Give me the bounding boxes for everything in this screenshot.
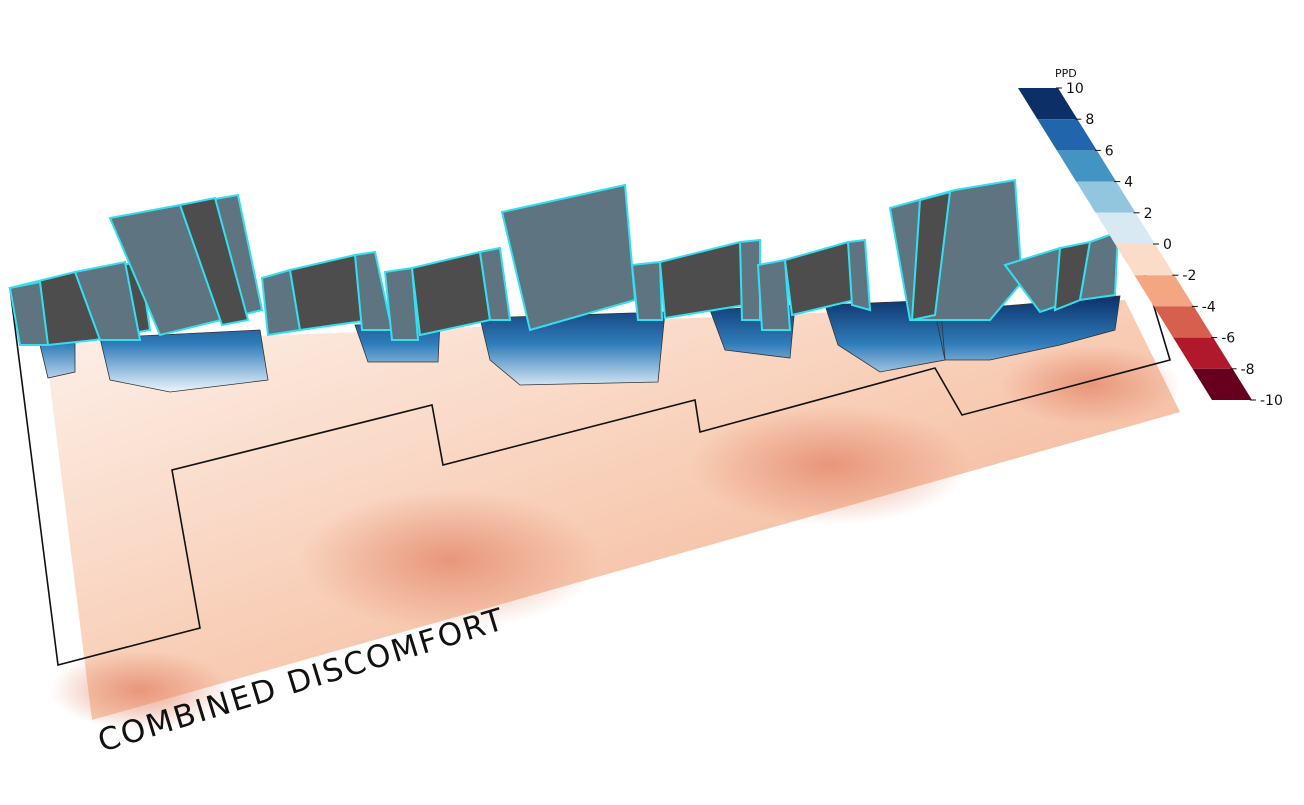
floor (39, 295, 1180, 730)
legend-swatch (1076, 181, 1136, 213)
legend-swatch (1134, 275, 1194, 307)
legend-swatch (1173, 337, 1233, 369)
legend-label: 2 (1144, 206, 1153, 222)
legend-title: PPD (1055, 67, 1077, 80)
legend-label: -2 (1182, 268, 1196, 284)
legend-swatch (1115, 244, 1175, 276)
legend-label: -10 (1260, 393, 1283, 409)
buildings (8, 178, 1120, 347)
legend-label: 4 (1124, 175, 1133, 191)
legend-swatch (1192, 368, 1252, 400)
legend-swatch (1037, 119, 1097, 151)
legend-swatch (1018, 88, 1078, 120)
legend-swatch (1095, 212, 1155, 244)
legend-label: -8 (1241, 362, 1255, 378)
legend-label: 0 (1163, 237, 1172, 253)
legend-swatch (1153, 306, 1214, 338)
outline (9, 232, 1172, 667)
legend-swatch (1056, 150, 1117, 182)
legend-label: 6 (1105, 143, 1114, 159)
legend-label: 8 (1085, 112, 1094, 128)
legend-label: -4 (1202, 299, 1216, 315)
legend-label: -6 (1221, 331, 1235, 347)
legend-label: 10 (1066, 81, 1084, 97)
